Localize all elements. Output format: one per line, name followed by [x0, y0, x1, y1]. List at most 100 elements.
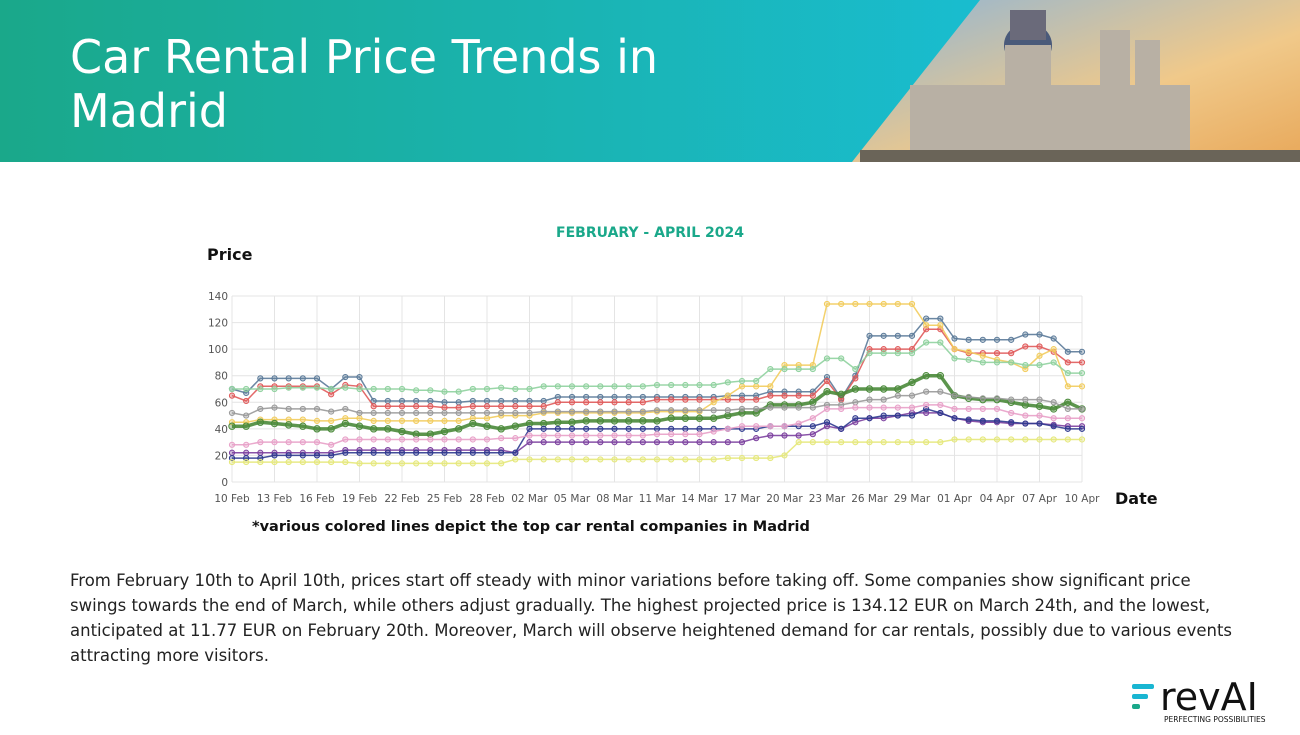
x-tick-label: 07 Apr [1022, 493, 1058, 505]
series-line [232, 303, 1082, 423]
data-point [611, 425, 618, 432]
data-point [554, 418, 562, 426]
y-axis-label: Price [207, 245, 253, 264]
data-point [937, 388, 944, 395]
data-point [228, 392, 236, 399]
data-point [384, 425, 392, 433]
data-point [328, 417, 335, 424]
data-point [1078, 369, 1086, 377]
data-point [597, 425, 604, 432]
x-tick-label: 10 Feb [214, 493, 250, 505]
data-point [668, 439, 675, 446]
data-point [738, 396, 746, 403]
data-point [597, 393, 604, 401]
data-point [441, 449, 448, 456]
data-point [695, 414, 704, 422]
data-point [923, 388, 930, 395]
data-point [328, 441, 335, 448]
data-point [894, 439, 901, 446]
data-point [1078, 415, 1086, 422]
data-point [724, 439, 731, 446]
data-point [568, 439, 576, 446]
data-point [965, 416, 972, 423]
data-point [767, 392, 774, 399]
data-point [243, 397, 250, 405]
x-tick-label: 22 Feb [384, 493, 420, 505]
data-point [1022, 396, 1029, 403]
data-point [681, 414, 690, 422]
data-point [583, 432, 590, 439]
slide-title: Car Rental Price Trends in Madrid [70, 30, 659, 138]
data-point [583, 439, 590, 446]
data-point [554, 425, 561, 432]
data-point [597, 432, 604, 439]
data-point [455, 417, 462, 424]
data-point [427, 397, 434, 405]
data-point [1064, 425, 1071, 432]
data-point [568, 393, 576, 401]
x-tick-label: 17 Mar [724, 493, 761, 505]
data-point [356, 415, 363, 422]
data-point [384, 417, 391, 424]
y-tick-label: 80 [215, 371, 228, 383]
data-point [993, 395, 1001, 402]
data-point [781, 392, 788, 399]
data-point [866, 404, 873, 411]
data-point [993, 336, 1001, 343]
data-point [894, 385, 902, 393]
data-point [1035, 402, 1044, 410]
data-point [441, 436, 448, 443]
data-point [469, 449, 476, 456]
data-point [908, 300, 916, 308]
data-point [384, 436, 391, 443]
data-point [795, 404, 802, 411]
data-point [583, 383, 590, 390]
data-point [894, 404, 901, 411]
banner [0, 0, 1300, 162]
data-point [469, 385, 476, 393]
data-point [724, 454, 731, 462]
data-point [852, 439, 859, 446]
data-point [469, 397, 476, 405]
data-point [1064, 436, 1071, 443]
x-tick-label: 19 Feb [342, 493, 378, 505]
data-point [709, 414, 718, 422]
data-point [639, 425, 646, 432]
x-tick-label: 14 Mar [681, 493, 718, 505]
data-point [384, 449, 391, 456]
data-point [413, 397, 420, 405]
data-point [767, 365, 774, 373]
data-point [696, 456, 703, 463]
data-point [483, 397, 491, 405]
data-point [682, 381, 689, 389]
data-point [313, 425, 321, 433]
data-point [724, 379, 731, 386]
data-point [498, 449, 505, 456]
data-point [668, 407, 675, 414]
series-line [231, 328, 1082, 409]
data-point [299, 416, 306, 423]
y-tick-label: 40 [215, 424, 228, 436]
data-point [851, 385, 860, 393]
data-point [427, 436, 434, 443]
series-line [232, 341, 1082, 393]
data-point [299, 422, 307, 430]
data-point [356, 460, 363, 467]
data-point [809, 431, 816, 438]
y-tick-label: 60 [215, 397, 228, 409]
data-point [427, 417, 434, 424]
data-point [455, 404, 462, 411]
data-point [398, 460, 406, 467]
data-point [753, 377, 760, 385]
data-point [923, 439, 930, 446]
data-point [285, 384, 292, 391]
data-point [795, 439, 802, 446]
data-point [469, 460, 476, 467]
data-point [951, 405, 958, 413]
data-point [738, 439, 746, 446]
data-point [356, 385, 363, 393]
x-tick-label: 23 Mar [809, 493, 846, 505]
data-point [498, 460, 505, 467]
data-point [299, 452, 306, 459]
data-point [327, 425, 335, 433]
